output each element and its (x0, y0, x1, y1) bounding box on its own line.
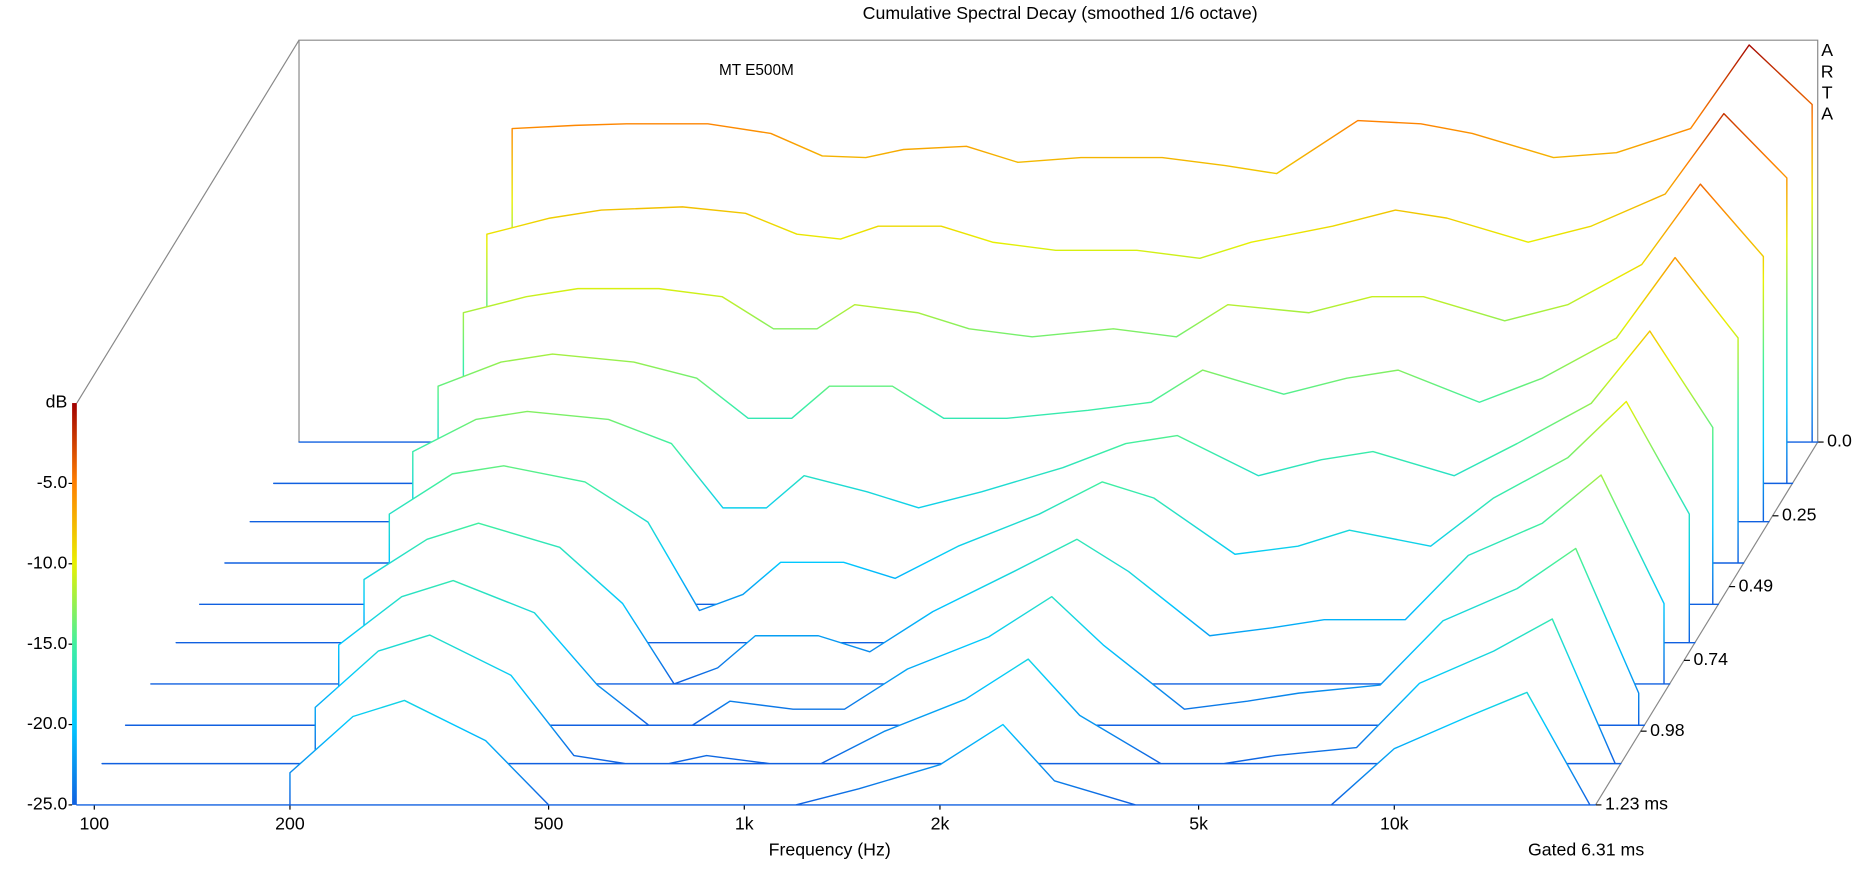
gate-label: Gated 6.31 ms (1528, 840, 1644, 860)
depth-axis (1595, 441, 1819, 806)
x-tick-label: 500 (534, 814, 564, 834)
chart-title: Cumulative Spectral Decay (smoothed 1/6 … (863, 3, 1258, 23)
x-tick-label: 2k (931, 814, 950, 834)
colorbar-tick-label: -15.0 (27, 633, 68, 653)
time-tick-label: 0.98 (1650, 720, 1685, 740)
x-tick-label: 5k (1189, 814, 1208, 834)
brand: ARTA (1817, 40, 1837, 125)
colorbar-tick-label: -25.0 (27, 794, 68, 814)
x-tick-label: 10k (1380, 814, 1409, 834)
colorbar-tick-label: -5.0 (37, 472, 68, 492)
time-tick-label: 0.74 (1694, 649, 1729, 669)
time-tick-label: 0.0 (1827, 431, 1852, 451)
time-tick-label: 0.49 (1739, 575, 1774, 595)
colorbar-tick-label: -20.0 (27, 713, 68, 733)
annotation: MT E500M (719, 62, 794, 79)
decay-slice (76, 691, 1597, 806)
x-axis-label: Frequency (Hz) (769, 840, 891, 860)
decay-slice (101, 618, 1622, 765)
time-tick-label: 1.23 ms (1605, 794, 1668, 814)
back-plane (298, 39, 1819, 443)
x-tick-label: 1k (735, 814, 754, 834)
x-tick-label: 100 (80, 814, 110, 834)
colorbar-tick-label: -10.0 (27, 552, 68, 572)
depth-edge (76, 39, 300, 404)
colorbar (72, 403, 77, 805)
time-tick-label: 0.25 (1782, 504, 1817, 524)
x-tick-label: 200 (275, 814, 305, 834)
colorbar-label: dB (46, 392, 68, 412)
